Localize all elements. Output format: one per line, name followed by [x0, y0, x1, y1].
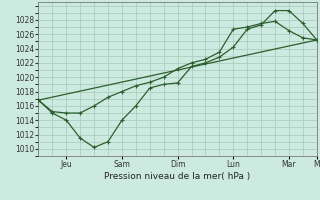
X-axis label: Pression niveau de la mer( hPa ): Pression niveau de la mer( hPa )	[104, 172, 251, 181]
